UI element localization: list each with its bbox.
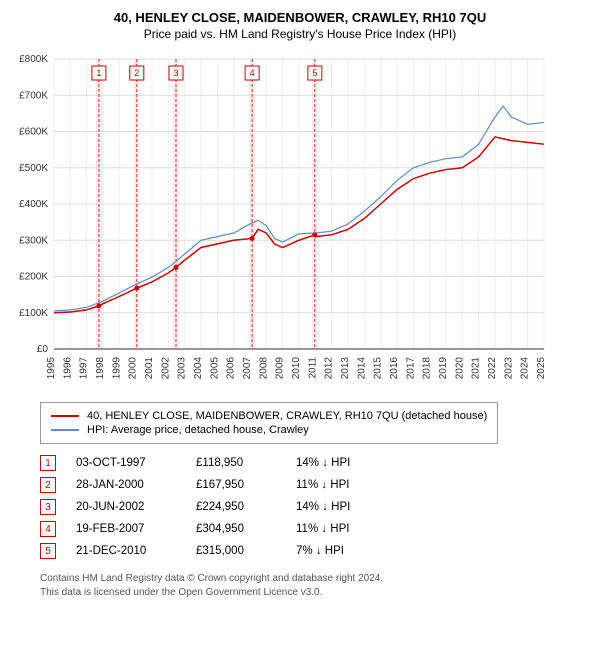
transaction-marker: 1 [40, 455, 56, 471]
svg-text:£400K: £400K [19, 199, 48, 210]
svg-text:2015: 2015 [373, 357, 384, 380]
transaction-marker: 5 [40, 543, 56, 559]
transaction-marker: 3 [40, 499, 56, 515]
svg-text:2020: 2020 [454, 357, 465, 380]
svg-text:2023: 2023 [503, 357, 514, 380]
svg-text:£100K: £100K [19, 308, 48, 319]
svg-text:1996: 1996 [62, 357, 73, 380]
transaction-date: 28-JAN-2000 [76, 479, 176, 491]
svg-text:2018: 2018 [422, 357, 433, 380]
transaction-table: 1 03-OCT-1997 £118,950 14% ↓ HPI 2 28-JAN-200… [40, 452, 590, 562]
footer-line1: Contains HM Land Registry data © Crown c… [40, 572, 590, 586]
transaction-price: £167,950 [196, 479, 276, 491]
transaction-row: 3 20-JUN-2002 £224,950 14% ↓ HPI [40, 496, 590, 518]
svg-text:2002: 2002 [160, 357, 171, 380]
transaction-price: £118,950 [196, 457, 276, 469]
svg-text:£500K: £500K [19, 163, 48, 174]
svg-text:1: 1 [96, 68, 101, 78]
footer-line2: This data is licensed under the Open Gov… [40, 586, 590, 600]
transaction-diff: 11% ↓ HPI [296, 479, 376, 491]
svg-text:1999: 1999 [111, 357, 122, 380]
svg-text:2013: 2013 [340, 357, 351, 380]
transaction-row: 1 03-OCT-1997 £118,950 14% ↓ HPI [40, 452, 590, 474]
transaction-row: 4 19-FEB-2007 £304,950 11% ↓ HPI [40, 518, 590, 540]
svg-text:1997: 1997 [79, 357, 90, 380]
transaction-diff: 14% ↓ HPI [296, 457, 376, 469]
transaction-date: 20-JUN-2002 [76, 501, 176, 513]
price-chart: 1 2 3 4 5 £0 £100K £200K £300K £400K £500K £600K £70… [10, 49, 550, 389]
svg-text:2012: 2012 [324, 357, 335, 380]
transaction-diff: 14% ↓ HPI [296, 501, 376, 513]
legend-swatch [51, 429, 79, 431]
legend-item: 40, HENLEY CLOSE, MAIDENBOWER, CRAWLEY, … [51, 409, 487, 423]
footer-attribution: Contains HM Land Registry data © Crown c… [40, 572, 590, 600]
legend-label: 40, HENLEY CLOSE, MAIDENBOWER, CRAWLEY, … [87, 410, 487, 422]
svg-text:2025: 2025 [536, 357, 547, 380]
legend: 40, HENLEY CLOSE, MAIDENBOWER, CRAWLEY, … [40, 402, 498, 444]
svg-text:2004: 2004 [193, 357, 204, 380]
transaction-date: 03-OCT-1997 [76, 457, 176, 469]
transaction-marker: 4 [40, 521, 56, 537]
svg-text:£700K: £700K [19, 90, 48, 101]
svg-text:£300K: £300K [19, 235, 48, 246]
transaction-price: £224,950 [196, 501, 276, 513]
svg-text:2009: 2009 [275, 357, 286, 380]
chart-subtitle: Price paid vs. HM Land Registry's House … [10, 27, 590, 41]
svg-text:2006: 2006 [226, 357, 237, 380]
svg-text:4: 4 [250, 68, 255, 78]
chart-title: 40, HENLEY CLOSE, MAIDENBOWER, CRAWLEY, … [10, 10, 590, 25]
svg-text:2017: 2017 [405, 357, 416, 380]
svg-text:2014: 2014 [356, 357, 367, 380]
svg-text:2003: 2003 [177, 357, 188, 380]
svg-text:2024: 2024 [520, 357, 531, 380]
transaction-price: £304,950 [196, 523, 276, 535]
svg-text:3: 3 [174, 68, 179, 78]
transaction-date: 19-FEB-2007 [76, 523, 176, 535]
svg-text:2007: 2007 [242, 357, 253, 380]
svg-text:1998: 1998 [95, 357, 106, 380]
svg-text:2005: 2005 [209, 357, 220, 380]
chart-container: 1 2 3 4 5 £0 £100K £200K £300K £400K £500K £600K £70… [10, 49, 590, 394]
transaction-row: 2 28-JAN-2000 £167,950 11% ↓ HPI [40, 474, 590, 496]
transaction-diff: 7% ↓ HPI [296, 545, 376, 557]
svg-text:2010: 2010 [291, 357, 302, 380]
svg-text:2021: 2021 [471, 357, 482, 380]
svg-text:2011: 2011 [307, 357, 318, 379]
svg-text:5: 5 [312, 68, 317, 78]
transaction-row: 5 21-DEC-2010 £315,000 7% ↓ HPI [40, 540, 590, 562]
svg-text:£200K: £200K [19, 272, 48, 283]
transaction-marker: 2 [40, 477, 56, 493]
transaction-date: 21-DEC-2010 [76, 545, 176, 557]
svg-text:2022: 2022 [487, 357, 498, 380]
svg-text:2: 2 [134, 68, 139, 78]
svg-text:£0: £0 [37, 344, 49, 355]
legend-label: HPI: Average price, detached house, Craw… [87, 424, 309, 436]
svg-text:2001: 2001 [144, 357, 155, 380]
svg-text:£600K: £600K [19, 127, 48, 138]
svg-text:2019: 2019 [438, 357, 449, 380]
legend-swatch [51, 415, 79, 417]
legend-item: HPI: Average price, detached house, Craw… [51, 423, 487, 437]
svg-text:2008: 2008 [258, 357, 269, 380]
svg-text:1995: 1995 [46, 357, 57, 380]
svg-text:2016: 2016 [389, 357, 400, 380]
svg-text:2000: 2000 [128, 357, 139, 380]
transaction-diff: 11% ↓ HPI [296, 523, 376, 535]
transaction-price: £315,000 [196, 545, 276, 557]
svg-text:£800K: £800K [19, 54, 48, 65]
